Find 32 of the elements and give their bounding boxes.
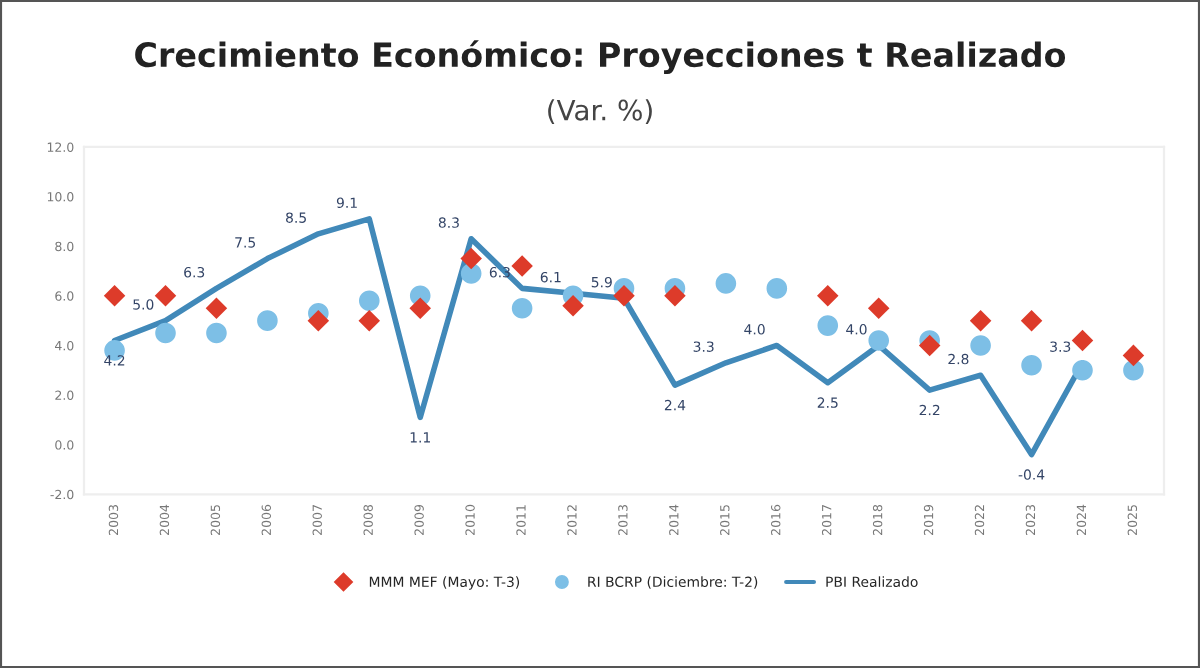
- point: [511, 255, 533, 277]
- point: [154, 285, 177, 307]
- point: [1122, 344, 1145, 367]
- point: [257, 310, 278, 331]
- point: [613, 285, 635, 307]
- point: [511, 297, 533, 319]
- point: [715, 273, 737, 294]
- point: [358, 309, 381, 332]
- point: [205, 297, 228, 319]
- point: [155, 322, 176, 344]
- point: [562, 294, 584, 317]
- point: [206, 322, 227, 344]
- point: [358, 290, 380, 312]
- point: [103, 285, 126, 307]
- point: [1021, 355, 1042, 376]
- point: [969, 309, 992, 332]
- point: [460, 247, 482, 270]
- point: [1020, 309, 1043, 332]
- point: [817, 315, 839, 336]
- point: [867, 297, 890, 319]
- chart-subtitle: (Var. %): [548, 99, 652, 124]
- point: [307, 309, 330, 332]
- point: [409, 297, 431, 319]
- point: [766, 278, 788, 299]
- point: [817, 285, 839, 307]
- point: [918, 334, 941, 357]
- point: [970, 335, 991, 356]
- point: [664, 285, 686, 307]
- chart-title: Crecimiento Económico: Proyecciones t Realizado: [135, 40, 1066, 74]
- point: [868, 330, 890, 351]
- point: [1071, 329, 1094, 352]
- point: [1072, 359, 1093, 381]
